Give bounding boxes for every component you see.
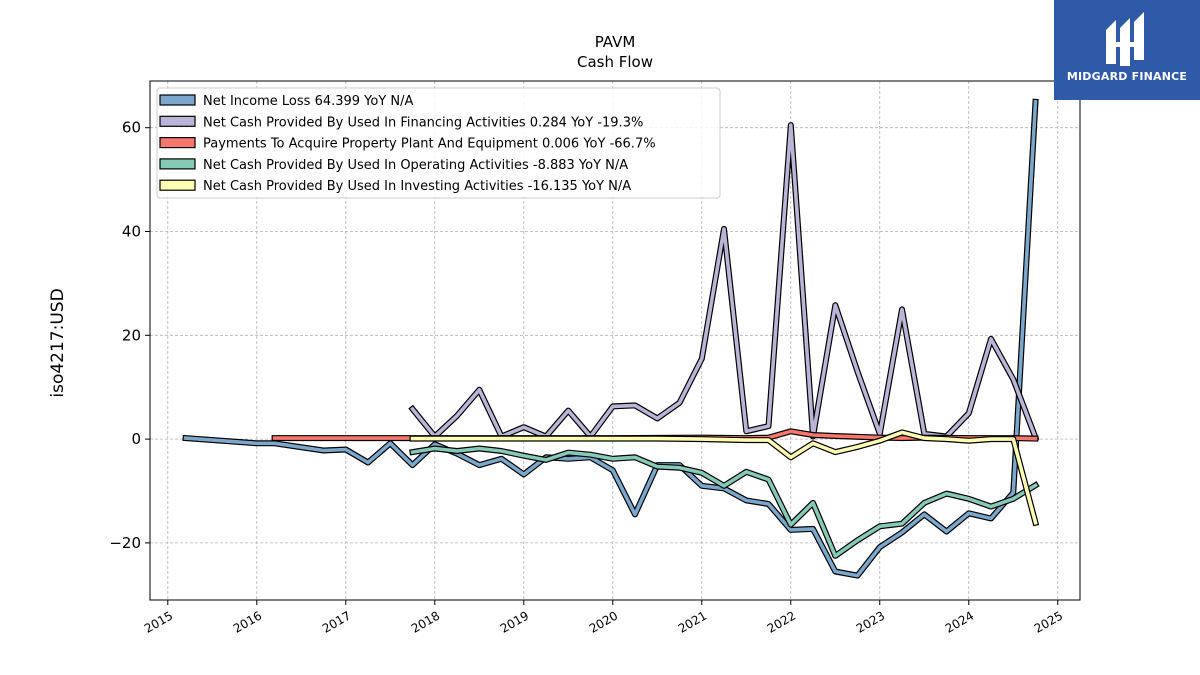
legend-box [156, 87, 721, 199]
series-line-outline [409, 429, 1040, 527]
legend-swatch [159, 94, 196, 106]
legend-swatch [159, 115, 196, 127]
legend-label: Net Cash Provided By Used In Operating A… [203, 158, 628, 173]
legend: Net Income Loss 64.399 YoY N/A Net Cash P… [156, 87, 721, 199]
chart-subtitle: Cash Flow [577, 53, 653, 71]
y-axis-label: iso4217:USD [48, 288, 68, 397]
series-line-stroke [183, 99, 1038, 578]
chart-title: PAVM [595, 33, 636, 51]
x-tick-label: 2016 [231, 608, 264, 635]
midgard-finance-logo: MIDGARD FINANCE [1054, 0, 1200, 100]
x-tick-label: 2022 [765, 608, 798, 635]
series-line-3 [409, 445, 1040, 559]
legend-swatch [159, 137, 196, 149]
legend-label: Net Cash Provided By Used In Investing A… [203, 179, 631, 194]
logo-mark-icon [1106, 12, 1144, 66]
x-tick-label: 2015 [142, 608, 175, 635]
legend-swatch [159, 179, 196, 191]
y-tick-label: −20 [109, 534, 141, 552]
series-line-stroke [410, 446, 1038, 558]
series-layer [182, 98, 1040, 579]
legend-label: Net Cash Provided By Used In Financing A… [203, 115, 643, 130]
x-tick-label: 2021 [676, 608, 709, 635]
x-tick-label: 2017 [320, 608, 353, 635]
x-tick-label: 2019 [498, 608, 531, 635]
x-tick-label: 2023 [854, 608, 887, 635]
plot-frame [149, 80, 1081, 601]
logo-text: MIDGARD FINANCE [1066, 70, 1188, 83]
y-tick-label: 40 [122, 223, 141, 241]
x-tick-label: 2020 [587, 608, 620, 635]
legend-label: Payments To Acquire Property Plant And E… [203, 137, 656, 152]
series-line-0 [182, 98, 1039, 579]
y-tick-label: 0 [131, 430, 141, 448]
y-tick-label: 20 [122, 326, 141, 344]
x-tick-label: 2024 [943, 608, 976, 635]
x-tick-label: 2018 [409, 608, 442, 635]
x-tick-label: 2025 [1032, 608, 1065, 635]
series-line-4 [409, 429, 1040, 527]
legend-swatch [159, 158, 196, 170]
series-line-stroke [410, 430, 1038, 525]
legend-label: Net Income Loss 64.399 YoY N/A [203, 94, 414, 109]
y-tick-label: 60 [122, 119, 141, 137]
